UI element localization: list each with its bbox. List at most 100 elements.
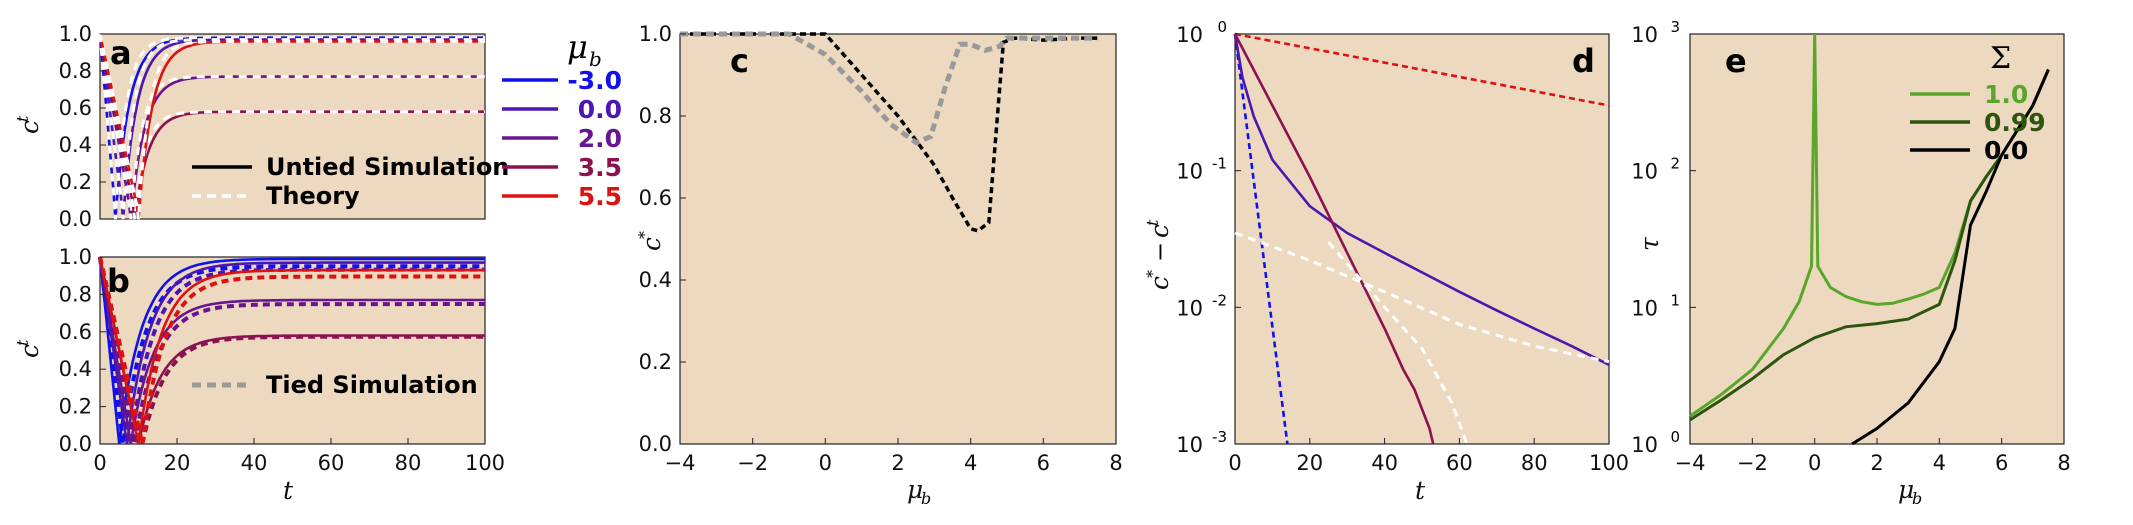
xtick-b-40: 40 bbox=[241, 451, 268, 475]
panel-d-xlabel: t bbox=[1415, 476, 1426, 505]
series-a-5.5 bbox=[98, 33, 485, 220]
theory-3.5 bbox=[98, 33, 485, 220]
series-a-0.0 bbox=[98, 33, 485, 220]
ytick-a-0.6: 0.6 bbox=[59, 96, 92, 120]
panel-a-axes bbox=[99, 33, 486, 220]
ytick-e-1: 10 bbox=[1631, 296, 1658, 320]
series-d-0.0 bbox=[1233, 33, 1610, 366]
ytick-d--2: 10 bbox=[1176, 296, 1203, 320]
legend-tied-label: Tied Simulation bbox=[266, 371, 478, 399]
ytick-e-exp-1: 1 bbox=[1670, 291, 1680, 309]
xtick-d-0: 0 bbox=[1228, 451, 1241, 475]
legend-untied-label: Untied Simulation bbox=[266, 153, 509, 181]
legend-sigma: Σ 1.00.990.0 bbox=[1910, 41, 2046, 165]
legend-mu-label-0.0: 0.0 bbox=[578, 95, 622, 124]
xtick-e-−4: −4 bbox=[1675, 451, 1706, 475]
legend-panel-b: Tied Simulation bbox=[192, 371, 478, 399]
ytick-e-0: 10 bbox=[1631, 433, 1658, 457]
legend-theory-label: Theory bbox=[266, 182, 360, 210]
legend-mu-label-3.5: 3.5 bbox=[578, 153, 622, 182]
series-b-2.0 bbox=[98, 256, 485, 445]
ytick-c-0.4: 0.4 bbox=[639, 268, 672, 292]
svg-text:c: c bbox=[15, 344, 44, 358]
svg-text:τ: τ bbox=[1635, 236, 1664, 251]
xtick-b-60: 60 bbox=[318, 451, 345, 475]
tied-3.5 bbox=[98, 256, 485, 445]
ytick-b-0.2: 0.2 bbox=[59, 395, 92, 419]
panel-b-lines bbox=[98, 256, 485, 445]
legend-sigma-label-0.0: 0.0 bbox=[1984, 136, 2028, 165]
series-e-0.0 bbox=[1851, 68, 2050, 446]
svg-text:t: t bbox=[13, 115, 32, 122]
ytick-d-exp--3: -3 bbox=[1212, 428, 1227, 446]
svg-text:c: c bbox=[1145, 224, 1174, 238]
legend-sigma-label-0.99: 0.99 bbox=[1984, 108, 2046, 137]
legend-sigma-title: Σ bbox=[1990, 41, 2011, 76]
theory--3.0 bbox=[98, 33, 485, 220]
ytick-c-0.8: 0.8 bbox=[639, 104, 672, 128]
ytick-b-0.0: 0.0 bbox=[59, 432, 92, 456]
svg-text:c: c bbox=[15, 120, 44, 134]
ytick-b-0.8: 0.8 bbox=[59, 282, 92, 306]
panel-a-lines bbox=[98, 33, 485, 220]
panel-d-label: d bbox=[1572, 42, 1595, 80]
svg-text:μ: μ bbox=[1898, 475, 1914, 504]
panel-c-lines bbox=[680, 31, 1098, 233]
series-d-3.5 bbox=[1233, 33, 1435, 445]
ytick-b-0.4: 0.4 bbox=[59, 357, 92, 381]
ytick-d-exp--2: -2 bbox=[1212, 291, 1227, 309]
svg-text:c: c bbox=[1145, 276, 1174, 290]
svg-text:*: * bbox=[635, 231, 654, 239]
svg-text:b: b bbox=[1912, 489, 1922, 508]
ytick-a-1.0: 1.0 bbox=[59, 22, 92, 46]
ytick-d-exp-0: 0 bbox=[1217, 18, 1227, 36]
series-c-tied bbox=[680, 31, 1098, 146]
legend-mu-sub: b bbox=[589, 47, 602, 71]
legend-mu-b: μ b -3.00.02.03.55.5 bbox=[502, 28, 622, 211]
panel-d-lines bbox=[1233, 32, 1610, 445]
panel-b-ylabel: c t bbox=[13, 339, 44, 358]
legend-mu-label-2.0: 2.0 bbox=[578, 124, 622, 153]
tied--3.0 bbox=[98, 256, 485, 445]
ytick-e-exp-3: 3 bbox=[1670, 18, 1680, 36]
panel-c-axes bbox=[679, 33, 1117, 445]
panel-d-ylabel: c * − c t bbox=[1143, 219, 1174, 290]
xtick-c-4: 4 bbox=[964, 451, 977, 475]
ytick-a-0.0: 0.0 bbox=[59, 207, 92, 231]
ytick-b-0.6: 0.6 bbox=[59, 320, 92, 344]
legend-mu-title: μ bbox=[567, 28, 588, 66]
ytick-e-3: 10 bbox=[1631, 23, 1658, 47]
svg-text:*: * bbox=[1143, 270, 1162, 278]
xtick-e-2: 2 bbox=[1870, 451, 1883, 475]
xtick-e-8: 8 bbox=[2057, 451, 2070, 475]
theory-d-1 bbox=[1234, 231, 1610, 364]
xtick-d-100: 100 bbox=[1589, 451, 1629, 475]
svg-text:−: − bbox=[1146, 242, 1174, 262]
panel-b-label: b bbox=[107, 262, 130, 300]
ytick-d--1: 10 bbox=[1176, 160, 1203, 184]
ytick-a-0.2: 0.2 bbox=[59, 170, 92, 194]
ytick-e-exp-2: 2 bbox=[1670, 155, 1680, 173]
ytick-b-1.0: 1.0 bbox=[59, 245, 92, 269]
xtick-e-−2: −2 bbox=[1737, 451, 1768, 475]
xtick-c-2: 2 bbox=[891, 451, 904, 475]
ytick-d-exp--1: -1 bbox=[1212, 155, 1227, 173]
theory-d-2 bbox=[1327, 241, 1469, 445]
series-b-5.5 bbox=[98, 256, 485, 445]
panel-a-ylabel: c t bbox=[13, 115, 44, 134]
legend-sigma-entries: 1.00.990.0 bbox=[1910, 80, 2046, 165]
xtick-e-0: 0 bbox=[1808, 451, 1821, 475]
panel-e-xlabel: μ b bbox=[1898, 475, 1922, 508]
legend-mu-label-5.5: 5.5 bbox=[578, 182, 622, 211]
panel-a-label: a bbox=[110, 34, 132, 72]
ytick-a-0.4: 0.4 bbox=[59, 133, 92, 157]
ytick-d--3: 10 bbox=[1176, 433, 1203, 457]
xtick-b-80: 80 bbox=[395, 451, 422, 475]
ytick-d-0: 10 bbox=[1176, 23, 1203, 47]
tied-2.0 bbox=[98, 256, 485, 445]
svg-text:b: b bbox=[921, 489, 931, 508]
panel-e-label: e bbox=[1725, 42, 1747, 80]
series-b-0.0 bbox=[98, 256, 485, 445]
xtick-c-8: 8 bbox=[1109, 451, 1122, 475]
